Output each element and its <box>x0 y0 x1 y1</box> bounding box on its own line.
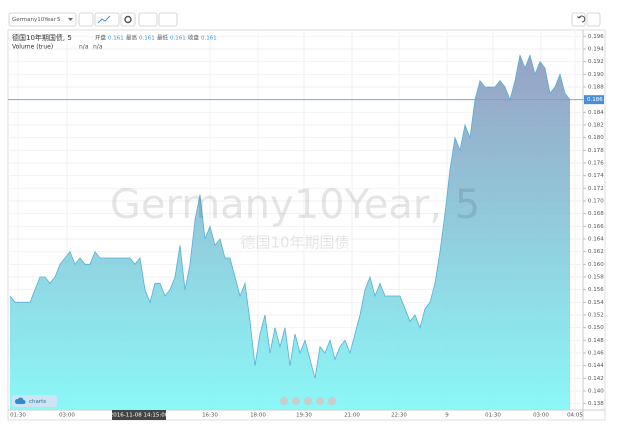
symbol-box[interactable] <box>8 12 77 27</box>
legend-low-label: 最低 <box>157 34 169 42</box>
x-tick-label: 21:00 <box>344 413 360 419</box>
x-tick-label: 01:30 <box>485 413 501 419</box>
y-tick-label: 0.142 <box>588 376 604 382</box>
x-tick-label: 04:05 <box>567 413 583 419</box>
y-tick-label: 0.168 <box>588 211 604 217</box>
y-tick-label: 0.190 <box>588 72 604 78</box>
scroll-left-button[interactable] <box>280 397 288 405</box>
y-tick-label: 0.146 <box>588 351 604 357</box>
x-tick-label: 01:30 <box>10 413 26 419</box>
y-tick-label: 0.144 <box>588 363 604 369</box>
zoom-out-button[interactable] <box>292 397 300 405</box>
y-tick-label: 0.180 <box>588 135 604 141</box>
toolbar: Germany10Year 5 <box>8 12 601 27</box>
y-tick-label: 0.154 <box>588 300 604 306</box>
legend-title: 德国10年期国债, 5 <box>12 33 72 42</box>
dropdown-icon <box>68 18 73 21</box>
y-tick-label: 0.174 <box>588 173 604 179</box>
x-tick-label: 03:00 <box>533 413 549 419</box>
price-line <box>9 53 571 379</box>
zoom-in-button[interactable] <box>316 397 324 405</box>
reset-button[interactable] <box>304 397 312 405</box>
axes: 0.138 0.140 0.142 0.144 0.146 0.148 0.150 0.152… <box>10 34 604 420</box>
y-tick-label: 0.138 <box>588 401 604 407</box>
y-tick-label: 0.164 <box>588 237 604 243</box>
y-tick-label: 0.156 <box>588 287 604 293</box>
legend-close-label: 收盘 <box>188 34 200 42</box>
chart-frame <box>7 29 606 421</box>
legend-low: 0.161 <box>170 36 186 42</box>
y-tick-label: 0.166 <box>588 224 604 230</box>
y-tick-label: 0.152 <box>588 313 604 319</box>
y-tick-label: 0.182 <box>588 123 604 129</box>
indicators-button[interactable] <box>138 12 158 27</box>
last-price-box <box>584 95 604 105</box>
y-tick-label: 0.158 <box>588 275 604 281</box>
x-tick-label: 03:00 <box>59 413 75 419</box>
y-tick-label: 0.192 <box>588 59 604 65</box>
x-tick-label: 9 <box>445 413 449 419</box>
y-tick-label: 0.140 <box>588 389 604 395</box>
y-tick-label: 0.188 <box>588 85 604 91</box>
bar-style-button[interactable] <box>78 12 94 27</box>
plot <box>8 53 583 411</box>
x-tick-label: 19:30 <box>296 413 312 419</box>
crosshair-box <box>112 410 166 420</box>
y-tick-label: 0.150 <box>588 325 604 331</box>
legend-high: 0.161 <box>139 36 155 42</box>
y-tick-label: 0.160 <box>588 262 604 268</box>
volume-b: n/a <box>93 44 103 51</box>
x-tick-label: 18:00 <box>250 413 266 419</box>
x-tick-label: 16:30 <box>202 413 218 419</box>
last-price-label: 0.186 <box>587 97 603 103</box>
scroll-right-button[interactable] <box>328 397 336 405</box>
legend-high-label: 最高 <box>126 34 138 42</box>
y-tick-label: 0.162 <box>588 249 604 255</box>
redo-button[interactable] <box>586 12 601 27</box>
legend-close: 0.161 <box>201 36 217 42</box>
gear-icon <box>124 15 132 24</box>
area-fill <box>10 55 570 411</box>
legend-open-label: 开盘 <box>95 34 107 42</box>
branding: charts <box>29 399 46 405</box>
volume-a: n/a <box>79 44 89 51</box>
interval[interactable]: 5 <box>57 17 61 23</box>
settings-button[interactable] <box>120 12 136 27</box>
x-tick-label: 22:30 <box>391 413 407 419</box>
crosshair-time: 2016-11-08 14:15:00 <box>110 413 169 419</box>
undo-button[interactable] <box>571 12 586 27</box>
watermark: Germany10Year, 5 <box>110 182 480 228</box>
y-tick-label: 0.194 <box>588 47 604 53</box>
compare-button[interactable] <box>158 12 178 27</box>
watermark-sub: 德国10年期国债 <box>240 234 349 252</box>
y-tick-label: 0.184 <box>588 110 604 116</box>
undo-icon <box>577 15 586 23</box>
y-tick-label: 0.176 <box>588 161 604 167</box>
volume-label: Volume (true) <box>12 44 53 51</box>
cloud-icon <box>14 397 26 404</box>
nav-buttons <box>280 397 336 405</box>
legend-open: 0.161 <box>108 36 124 42</box>
legend: 德国10年期国债, 5 开盘 0.161 最高 0.161 最低 0.161 收… <box>12 33 217 51</box>
y-tick-label: 0.148 <box>588 338 604 344</box>
y-tick-label: 0.170 <box>588 199 604 205</box>
y-tick-label: 0.178 <box>588 148 604 154</box>
y-tick-label: 0.172 <box>588 186 604 192</box>
y-tick-label: 0.196 <box>588 34 604 40</box>
symbol: Germany10Year <box>12 17 57 23</box>
line-icon <box>97 15 111 24</box>
